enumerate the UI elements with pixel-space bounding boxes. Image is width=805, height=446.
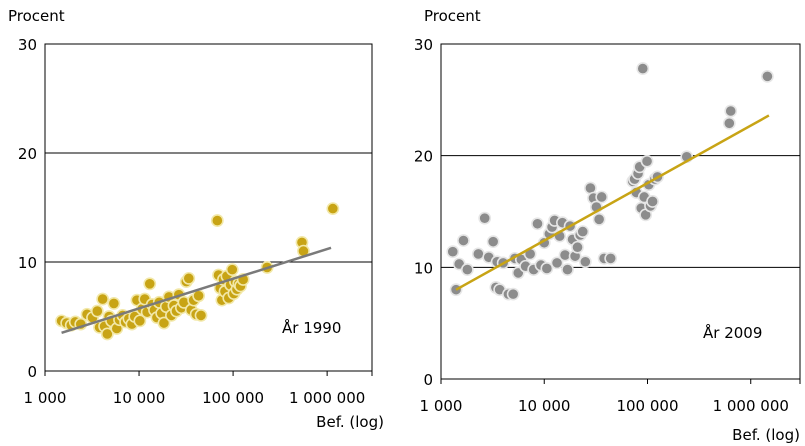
data-point	[571, 240, 584, 254]
data-point	[471, 247, 485, 261]
data-point	[157, 316, 171, 330]
y-tick-label: 20	[18, 145, 37, 163]
y-tick-label: 10	[414, 259, 433, 277]
data-point	[90, 304, 104, 318]
data-point	[550, 256, 564, 270]
plot-frame	[440, 43, 801, 380]
data-point	[326, 202, 340, 215]
x-tick-label: 100 000	[202, 389, 264, 407]
x-tick-label: 1 000 000	[289, 389, 365, 407]
data-point	[486, 235, 500, 249]
x-tick-label: 10 000	[518, 397, 571, 415]
data-point	[446, 245, 460, 259]
data-point	[595, 190, 609, 204]
data-point	[478, 211, 492, 225]
data-point	[107, 297, 121, 310]
y-tick-label: 0	[423, 371, 433, 389]
x-axis-title: Bef. (log)	[732, 426, 800, 444]
chart-2009: 0 10 20 30 1 000 10 000 100 000 1 000 000 Procen…	[414, 7, 801, 444]
x-tick-label: 1 000	[24, 389, 67, 407]
y-tick-label: 10	[18, 254, 37, 272]
y-tick-label: 30	[18, 36, 37, 54]
plot-frame	[44, 43, 373, 372]
y-tick-label: 0	[27, 363, 37, 381]
data-point	[457, 234, 470, 247]
data-point	[722, 116, 736, 130]
data-point	[592, 212, 606, 226]
data-point	[100, 327, 114, 341]
year-annotation: År 2009	[703, 323, 762, 342]
data-point	[640, 154, 654, 168]
year-annotation: År 1990	[282, 318, 341, 337]
data-point	[604, 251, 618, 265]
data-point	[646, 195, 659, 208]
y-axis-title: Procent	[424, 7, 481, 25]
x-tick-label: 1 000 000	[713, 397, 789, 415]
y-axis-title: Procent	[8, 7, 65, 25]
data-point	[96, 292, 110, 306]
chart-1990: 0 10 20 30 1 000 10 000 100 000 1 000 000 Procen…	[8, 7, 384, 431]
data-point	[576, 225, 590, 238]
data-point	[210, 214, 224, 227]
data-point	[143, 277, 157, 291]
x-tick-label: 100 000	[616, 397, 678, 415]
data-point	[225, 263, 239, 277]
trend-line	[455, 114, 770, 291]
data-point	[506, 287, 520, 301]
data-point	[133, 314, 147, 328]
data-point	[760, 69, 774, 83]
data-point	[531, 217, 544, 231]
data-point	[636, 62, 650, 75]
data-point	[724, 104, 738, 118]
x-tick-label: 1 000	[420, 397, 463, 415]
trend-line	[61, 246, 332, 335]
data-point	[460, 263, 474, 276]
x-tick-label: 10 000	[113, 389, 166, 407]
y-tick-label: 30	[414, 36, 433, 54]
data-point	[561, 263, 574, 276]
data-point	[182, 271, 196, 285]
x-axis-title: Bef. (log)	[316, 413, 384, 431]
y-tick-label: 20	[414, 148, 433, 166]
data-point	[194, 309, 208, 322]
data-point	[540, 262, 554, 275]
data-point	[578, 255, 592, 269]
